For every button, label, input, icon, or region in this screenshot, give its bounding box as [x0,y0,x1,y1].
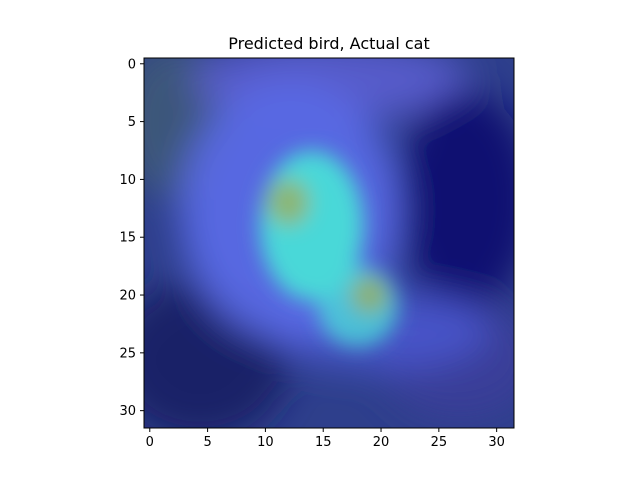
y-tick-label: 0 [128,57,136,72]
y-tick-label: 5 [128,115,136,130]
y-axis: 0 5 10 15 20 25 30 [119,57,144,419]
attention-blob [350,276,388,314]
y-tick-label: 10 [119,173,136,188]
attention-blob [267,179,310,226]
heatmap-image [144,58,514,428]
y-tick-label: 25 [119,346,136,361]
y-tick-label: 15 [119,231,136,246]
x-tick-label: 5 [203,435,211,450]
y-tick-label: 20 [119,289,136,304]
heatmap-region-right [395,90,514,310]
x-tick-label: 0 [146,435,154,450]
x-tick-label: 30 [488,435,505,450]
plot-frame [143,57,515,429]
x-tick-label: 25 [431,435,448,450]
x-axis: 0 5 10 15 20 25 30 [146,428,505,450]
y-tick-label: 30 [119,404,136,419]
x-tick-label: 20 [373,435,390,450]
x-tick-label: 10 [257,435,274,450]
x-tick-label: 15 [315,435,332,450]
chart-title: Predicted bird, Actual cat [228,34,430,53]
